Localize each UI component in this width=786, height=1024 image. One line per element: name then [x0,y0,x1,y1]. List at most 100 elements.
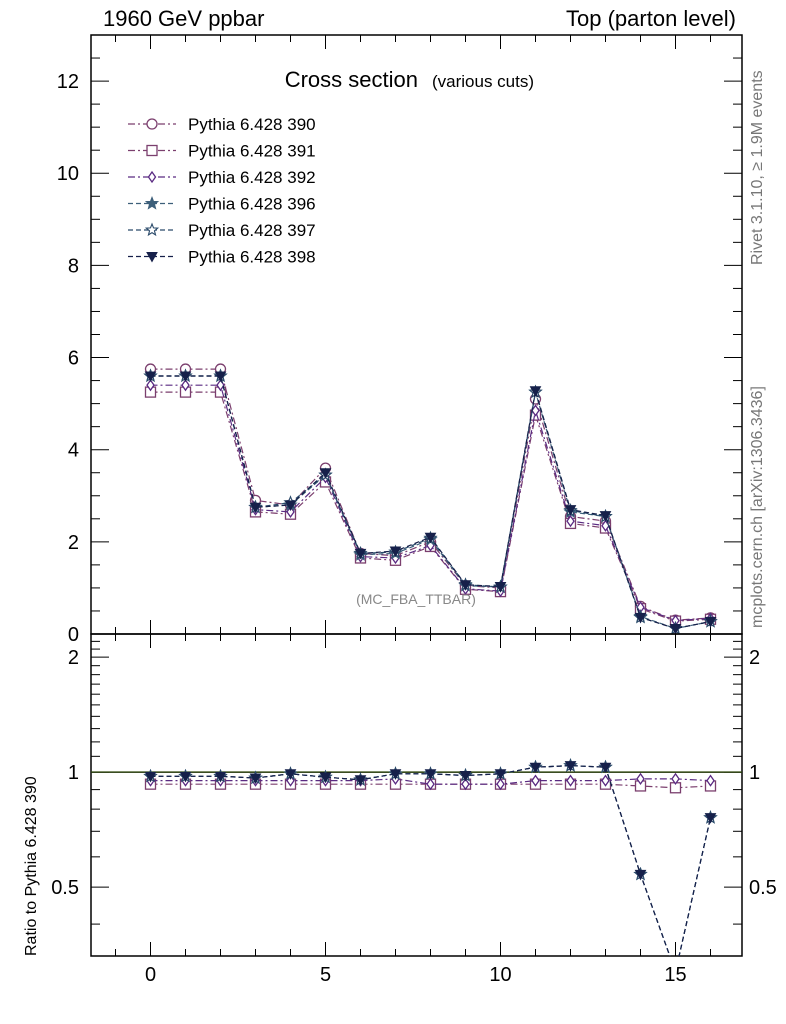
ratio-point-pythia-6-428-392 [496,778,505,791]
data-point-pythia-6-428-392 [286,505,295,519]
legend-item-pythia-6-428-391: Pythia 6.428 391 [128,142,316,161]
data-point-pythia-6-428-398 [319,468,332,479]
data-point-pythia-6-428-398 [284,500,297,512]
ratio-y-tick-label-right: 1 [749,762,760,784]
legend-marker [144,195,160,210]
ratio-point-pythia-6-428-392 [601,774,610,787]
ratio-point-pythia-6-428-398 [284,769,297,780]
chart-subtitle: (various cuts) [432,72,534,91]
main-y-tick-label: 10 [57,163,79,185]
main-y-tick-label: 8 [68,255,79,277]
data-point-pythia-6-428-398 [214,371,227,382]
ratio-line-pythia-6-428-398 [150,764,712,956]
ratio-point-pythia-6-428-398 [214,771,227,783]
ratio-y-axis-label: Ratio to Pythia 6.428 390 [23,776,40,956]
legend-item-pythia-6-428-398: Pythia 6.428 398 [128,248,316,267]
ratio-point-pythia-6-428-398 [249,773,262,785]
data-point-pythia-6-428-398 [389,546,402,558]
x-tick-label: 0 [145,964,156,986]
ratio-y-tick-label-right: 2 [749,647,760,669]
legend-marker [147,170,157,184]
data-point-pythia-6-428-398 [459,580,472,591]
data-point-pythia-6-428-392 [181,379,190,392]
ratio-point-pythia-6-428-392 [461,778,470,791]
ratio-point-pythia-6-428-392 [636,772,645,786]
x-tick-label: 15 [664,964,686,986]
legend-label: Pythia 6.428 396 [188,195,316,214]
main-y-tick-label: 12 [57,71,79,93]
ratio-point-pythia-6-428-398 [354,775,367,786]
ratio-point-pythia-6-428-398 [319,772,332,784]
ratio-point-pythia-6-428-398 [599,762,612,774]
ratio-point-pythia-6-428-398 [634,869,647,881]
ratio-point-pythia-6-428-398 [389,769,402,780]
legend-label: Pythia 6.428 397 [188,221,316,240]
main-y-tick-label: 6 [68,348,79,370]
main-y-tick-label: 2 [68,532,79,554]
legend: Pythia 6.428 390 Pythia 6.428 391 Pythia 6… [128,115,316,267]
legend-item-pythia-6-428-396: Pythia 6.428 396 [128,195,316,214]
data-point-pythia-6-428-398 [424,532,437,544]
ratio-line-pythia-6-428-396 [150,764,712,956]
data-point-pythia-6-428-392 [531,404,540,417]
mcplots-label: mcplots.cern.ch [arXiv:1306.3436] [749,386,766,628]
legend-label: Pythia 6.428 398 [188,248,316,267]
ratio-y-tick-label: 2 [68,647,79,669]
ratio-point-pythia-6-428-398 [179,771,192,783]
data-point-pythia-6-428-398 [179,371,192,382]
ratio-point-pythia-6-428-398 [494,769,507,780]
main-plot: 0 2 4 6 8 10 12 [57,34,743,646]
data-point-pythia-6-428-398 [144,371,157,382]
legend-label: Pythia 6.428 392 [188,168,316,187]
ratio-point-pythia-6-428-392 [706,774,715,787]
data-point-pythia-6-428-398 [249,502,262,514]
ratio-line-pythia-6-428-397 [150,764,712,956]
ratio-plot: 0 5 10 15 0.5 0.5 1 1 2 2 [51,633,777,986]
legend-marker [144,222,160,237]
ratio-point-pythia-6-428-398 [144,771,157,783]
ratio-y-tick-label: 0.5 [51,877,79,899]
data-point-pythia-6-428-398 [704,617,717,628]
series-line-pythia-6-428-392 [150,384,711,622]
analysis-watermark: (MC_FBA_TTBAR) [356,591,476,607]
data-point-pythia-6-428-398 [599,511,612,522]
data-point-pythia-6-428-398 [564,505,577,516]
energy-label: 1960 GeV ppbar [103,6,265,31]
ratio-point-pythia-6-428-392 [566,774,575,787]
main-y-tick-label: 4 [68,440,79,462]
data-point-pythia-6-428-398 [634,612,647,624]
data-point-pythia-6-428-398 [354,548,367,560]
ratio-point-pythia-6-428-398 [704,813,717,824]
ratio-point-pythia-6-428-398 [564,761,577,772]
ratio-point-pythia-6-428-398 [424,769,437,780]
legend-label: Pythia 6.428 391 [188,142,316,161]
data-point-pythia-6-428-398 [529,386,542,397]
ratio-point-pythia-6-428-392 [531,774,540,787]
ratio-point-pythia-6-428-398 [529,762,542,774]
legend-marker [146,144,158,157]
ratio-y-tick-label: 1 [68,762,79,784]
ratio-plot-frame [90,633,743,957]
legend-item-pythia-6-428-397: Pythia 6.428 397 [128,221,316,240]
series-line-pythia-6-428-391 [150,391,711,622]
data-point-pythia-6-428-392 [566,514,575,528]
process-label: Top (parton level) [566,6,736,31]
ratio-point-pythia-6-428-392 [426,778,435,791]
data-point-pythia-6-428-398 [494,582,507,593]
legend-marker [146,118,158,130]
ratio-y-tick-label-right: 0.5 [749,877,777,899]
series-line-pythia-6-428-390 [150,368,711,621]
data-point-pythia-6-428-392 [146,379,155,392]
ratio-point-pythia-6-428-398 [459,770,472,782]
legend-item-pythia-6-428-390: Pythia 6.428 390 [128,115,316,134]
legend-item-pythia-6-428-392: Pythia 6.428 392 [128,168,316,187]
main-y-tick-label: 0 [68,624,79,646]
rivet-version-label: Rivet 3.1.10, ≥ 1.9M events [749,70,766,265]
legend-label: Pythia 6.428 390 [188,115,316,134]
legend-marker [146,252,158,263]
x-tick-label: 10 [489,964,511,986]
ratio-point-pythia-6-428-392 [671,772,680,786]
x-tick-label: 5 [320,964,331,986]
chart-title: Cross section [285,67,418,92]
